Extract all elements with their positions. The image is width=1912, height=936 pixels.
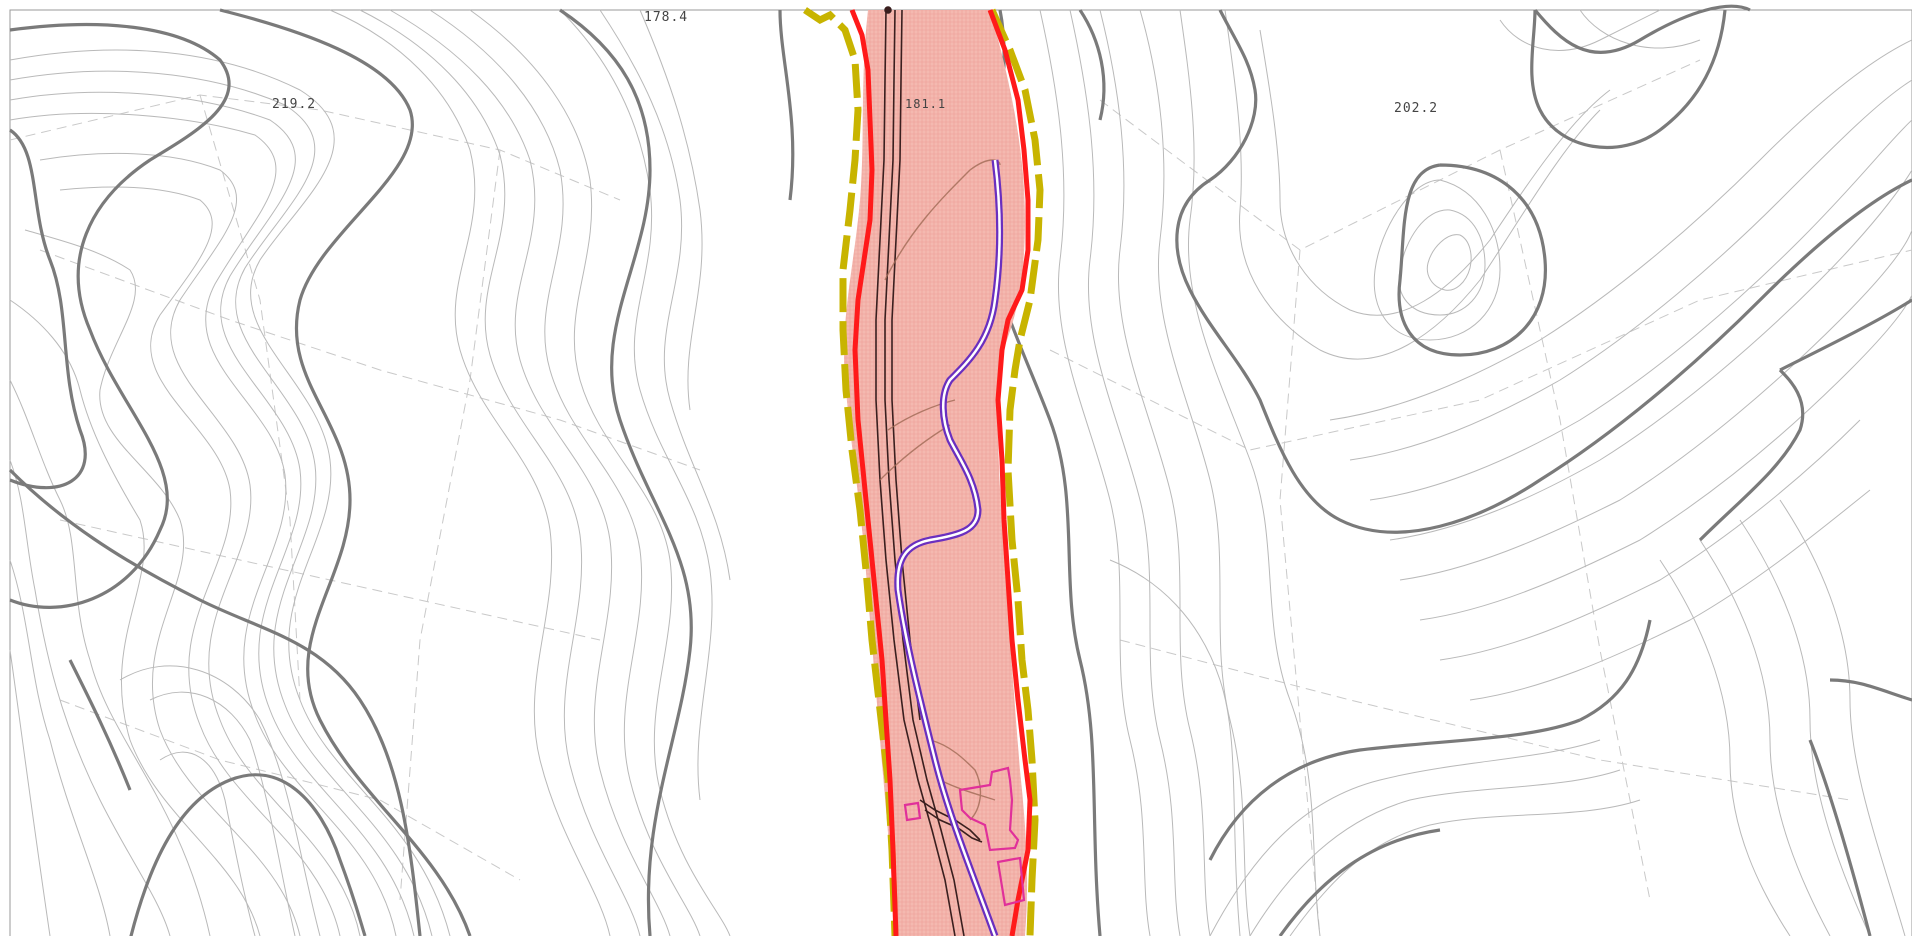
river-corridor[interactable] bbox=[843, 10, 1028, 936]
elevation-label-corridor: 181.1 bbox=[905, 97, 946, 111]
yellow-buffer bbox=[803, 7, 1044, 936]
elevation-label-top: 178.4 bbox=[644, 10, 688, 25]
red-boundary[interactable] bbox=[849, 9, 1033, 936]
elevation-label-right: 202.2 bbox=[1394, 101, 1438, 116]
elevation-label-left: 219.2 bbox=[272, 97, 316, 112]
building-c bbox=[996, 856, 1026, 907]
contour-lines-left bbox=[8, 8, 795, 936]
dark-track bbox=[875, 6, 983, 936]
contour-lines-right bbox=[985, 4, 1912, 936]
building-a bbox=[958, 766, 1020, 852]
magenta-buildings bbox=[903, 766, 1026, 907]
building-b bbox=[903, 801, 922, 822]
purple-road[interactable] bbox=[894, 159, 1003, 936]
